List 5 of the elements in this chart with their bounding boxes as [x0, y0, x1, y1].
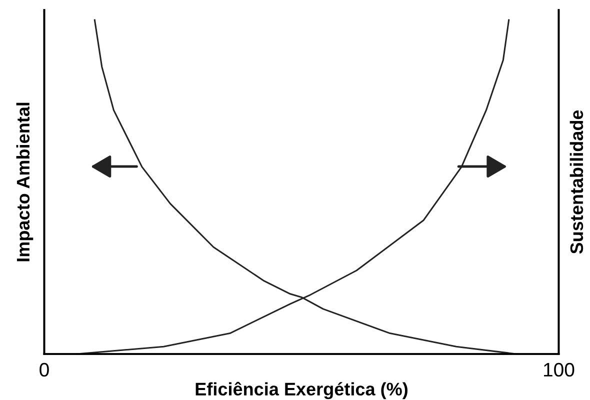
- x-tick-label: 100: [544, 362, 574, 377]
- y2-axis-title: Sustentabilidade: [570, 110, 584, 254]
- x-tick-label: 0: [40, 362, 49, 377]
- x-axis-title: Eficiência Exergética (%): [196, 382, 408, 400]
- y-axis-title: Impacto Ambiental: [16, 102, 34, 262]
